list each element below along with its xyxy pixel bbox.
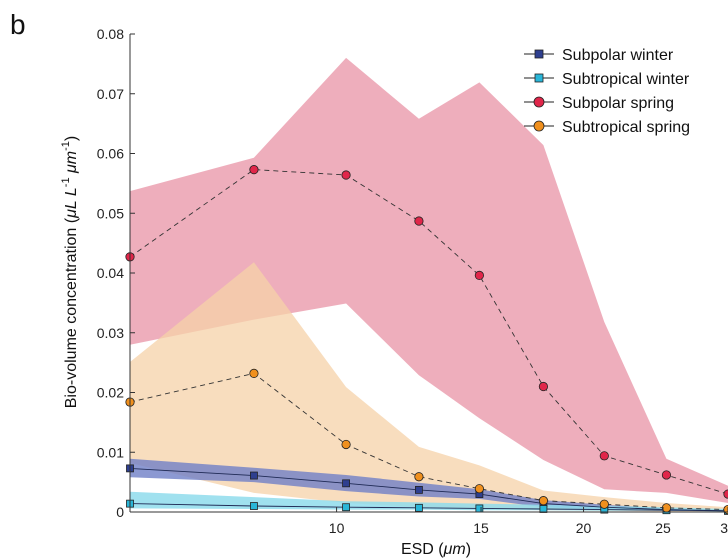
legend-marker — [534, 73, 544, 83]
band-subpolar-spring — [130, 57, 728, 504]
legend-label: Subtropical spring — [562, 119, 690, 136]
point-subtropical-winter — [475, 504, 484, 513]
y-tick-label: 0.07 — [97, 86, 124, 102]
band-subtropical-spring — [130, 262, 728, 512]
y-tick-label: 0.06 — [97, 146, 124, 162]
line-subpolar-spring — [129, 169, 728, 495]
point-subpolar-spring — [599, 451, 609, 461]
point-subpolar-spring — [249, 165, 259, 175]
legend-marker — [533, 96, 545, 108]
point-subpolar-spring — [538, 381, 549, 392]
band-subpolar-winter — [130, 458, 728, 512]
line-subtropical-spring — [129, 372, 728, 511]
point-subpolar-winter — [342, 479, 350, 488]
x-tick-label: 15 — [473, 520, 489, 536]
y-tick-label: 0.05 — [97, 205, 124, 221]
legend-marker — [534, 49, 544, 59]
legend: Subpolar winter Subtropical winter Subpola… — [524, 47, 690, 136]
y-ticks: 0 0.01 0.02 0.03 0.04 0.05 0.06 0.07 0.08 — [97, 26, 135, 520]
point-subtropical-spring — [538, 496, 549, 506]
point-subpolar-spring — [341, 170, 351, 180]
y-tick-label: 0.08 — [97, 26, 124, 42]
series-markers — [125, 165, 728, 515]
point-subpolar-spring — [414, 216, 424, 226]
panel-label: b — [10, 9, 26, 40]
y-tick-label: 0.02 — [97, 385, 124, 401]
y-tick-label: 0.04 — [97, 265, 124, 281]
point-subpolar-winter — [250, 471, 258, 480]
point-subtropical-winter — [539, 505, 548, 513]
legend-label: Subtropical winter — [562, 71, 690, 88]
x-tick-label: 20 — [576, 520, 592, 536]
x-ticks: 10 15 20 25 30 — [329, 507, 728, 536]
point-subtropical-winter — [250, 502, 258, 510]
point-subtropical-spring — [249, 368, 259, 378]
point-subtropical-winter — [342, 503, 350, 512]
point-subtropical-spring — [414, 472, 424, 482]
x-tick-label: 10 — [329, 520, 345, 536]
y-tick-label: 0.03 — [97, 325, 124, 341]
point-subtropical-spring — [341, 439, 351, 450]
y-tick-label: 0.01 — [97, 444, 124, 460]
x-tick-label: 30 — [720, 520, 728, 536]
x-tick-label: 25 — [655, 520, 671, 536]
point-subtropical-spring — [474, 484, 484, 494]
y-axis-label: Bio-volume concentration (μL L-1 μm-1) — [60, 136, 80, 408]
point-subpolar-winter — [415, 485, 423, 494]
point-subpolar-spring — [474, 270, 484, 280]
x-axis-label: ESD (μm) — [401, 541, 471, 558]
legend-label: Subpolar spring — [562, 95, 674, 112]
legend-label: Subpolar winter — [562, 47, 674, 64]
y-tick-label: 0 — [116, 504, 124, 520]
point-subpolar-spring — [661, 470, 672, 480]
legend-marker — [533, 120, 545, 132]
point-subtropical-winter — [415, 503, 423, 512]
point-subtropical-spring — [599, 499, 609, 509]
